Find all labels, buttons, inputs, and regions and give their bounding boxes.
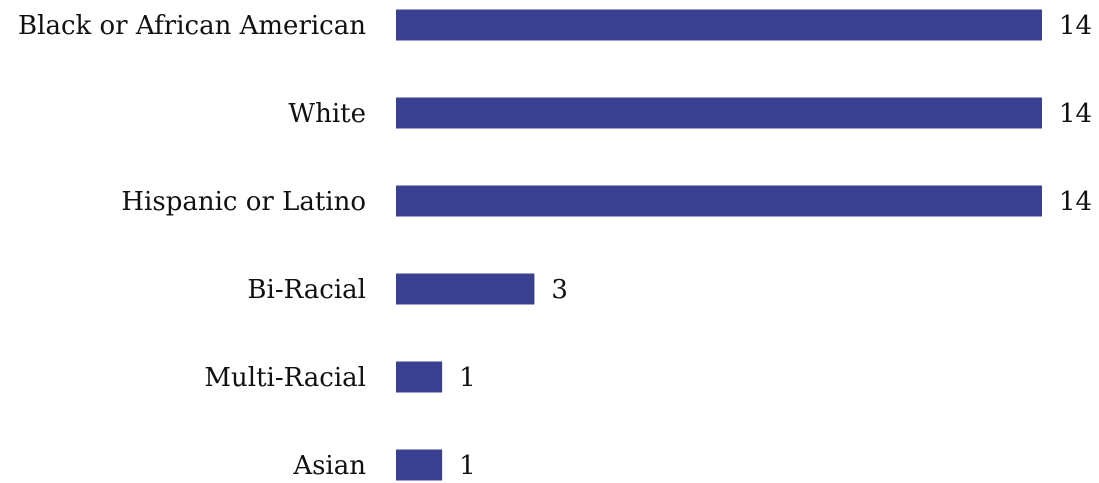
category-label-white: White (288, 99, 366, 129)
value-label-white: 14 (1059, 99, 1092, 129)
bars-group (396, 9, 1042, 481)
category-label-hispanic-or-latino: Hispanic or Latino (121, 187, 366, 217)
value-label-asian: 1 (459, 451, 476, 481)
category-label-asian: Asian (292, 451, 366, 481)
bar-bi-racial (396, 273, 535, 305)
value-label-multi-racial: 1 (459, 363, 476, 393)
category-label-bi-racial: Bi-Racial (247, 275, 366, 305)
value-label-bi-racial: 3 (551, 275, 568, 305)
bar-black-or-african-american (396, 9, 1042, 41)
bar-multi-racial (396, 361, 443, 393)
bar-hispanic-or-latino (396, 185, 1042, 217)
category-labels-group: Black or African American White Hispanic o… (18, 11, 366, 481)
value-label-black-or-african-american: 14 (1059, 11, 1092, 41)
bar-white (396, 97, 1042, 129)
category-label-black-or-african-american: Black or African American (18, 11, 366, 41)
category-label-multi-racial: Multi-Racial (204, 363, 366, 393)
value-label-hispanic-or-latino: 14 (1059, 187, 1092, 217)
bar-asian (396, 449, 443, 481)
value-labels-group: 14 14 14 3 1 1 (459, 11, 1092, 481)
